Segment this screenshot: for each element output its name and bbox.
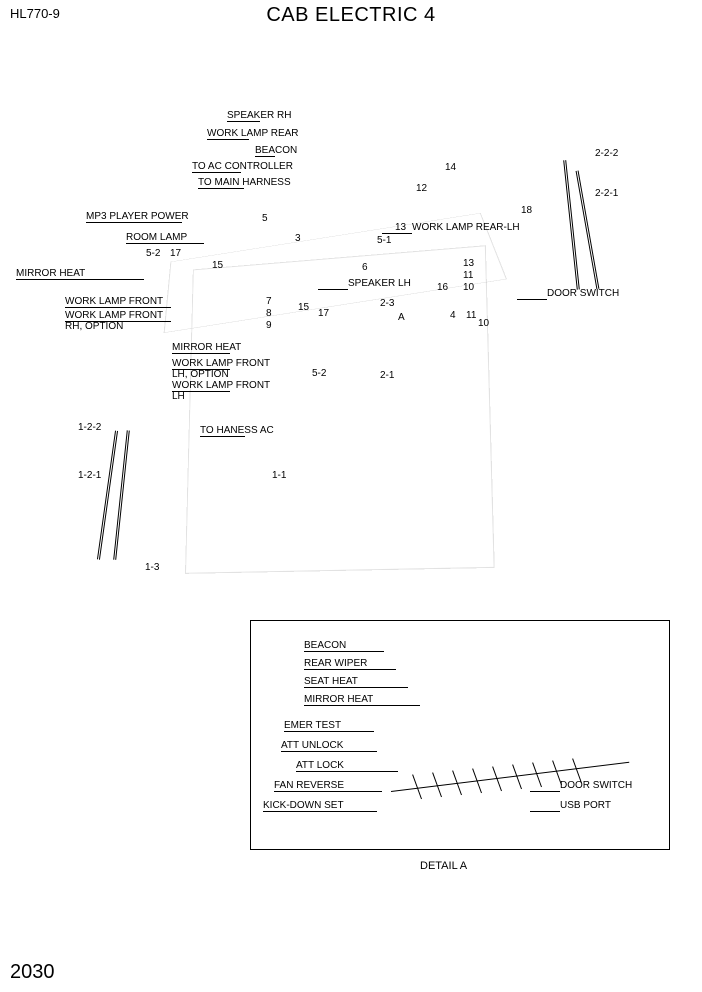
callout-number: 13 bbox=[395, 222, 406, 233]
main-label-right: WORK LAMP REAR-LH bbox=[412, 222, 520, 233]
leader-line bbox=[274, 791, 382, 792]
detail-a-box bbox=[250, 620, 670, 850]
leader-line bbox=[263, 811, 377, 812]
leader-line bbox=[172, 369, 230, 370]
callout-number: 3 bbox=[295, 233, 301, 244]
callout-number: 17 bbox=[170, 248, 181, 259]
detail-label-left: KICK-DOWN SET bbox=[263, 800, 344, 811]
leader-line bbox=[530, 811, 560, 812]
callout-number: 13 bbox=[463, 258, 474, 269]
leader-line bbox=[255, 156, 275, 157]
main-label-left: TO HANESS AC bbox=[200, 425, 274, 436]
callout-number: 11 bbox=[463, 270, 473, 281]
leader-line bbox=[86, 222, 182, 223]
detail-label-top: BEACON bbox=[304, 640, 346, 651]
main-label-left: TO AC CONTROLLER bbox=[192, 161, 293, 172]
callout-number: 15 bbox=[212, 260, 223, 271]
leader-line bbox=[198, 188, 244, 189]
detail-label-right: DOOR SWITCH bbox=[560, 780, 632, 791]
header-title: CAB ELECTRIC 4 bbox=[0, 4, 702, 27]
leader-line bbox=[227, 121, 260, 122]
detail-a-harness bbox=[391, 721, 631, 831]
callout-number: 17 bbox=[318, 308, 329, 319]
callout-number: 2-2-2 bbox=[595, 148, 618, 159]
callout-number: 9 bbox=[266, 320, 272, 331]
main-label-right: SPEAKER LH bbox=[348, 278, 411, 289]
leader-line bbox=[200, 436, 245, 437]
leader-line bbox=[304, 705, 420, 706]
detail-label-top: MIRROR HEAT bbox=[304, 694, 373, 705]
leader-line bbox=[65, 307, 171, 308]
main-label-left: TO MAIN HARNESS bbox=[198, 177, 291, 188]
detail-label-left: ATT UNLOCK bbox=[281, 740, 343, 751]
main-label-left: MP3 PLAYER POWER bbox=[86, 211, 189, 222]
callout-number: 2-3 bbox=[380, 298, 394, 309]
callout-number: 8 bbox=[266, 308, 272, 319]
callout-number: 16 bbox=[437, 282, 448, 293]
callout-number: 14 bbox=[445, 162, 456, 173]
callout-number: 11 bbox=[466, 310, 476, 321]
callout-number: 10 bbox=[463, 282, 474, 293]
callout-number: 12 bbox=[416, 183, 427, 194]
wiper-front bbox=[97, 431, 116, 560]
callout-number: 6 bbox=[362, 262, 368, 273]
leader-line bbox=[207, 139, 249, 140]
main-label-left: WORK LAMP FRONT bbox=[65, 296, 163, 307]
leader-line bbox=[382, 233, 412, 234]
detail-label-right: USB PORT bbox=[560, 800, 611, 811]
callout-number: 5 bbox=[262, 213, 268, 224]
main-label-left: BEACON bbox=[255, 145, 297, 156]
leader-line bbox=[530, 791, 560, 792]
main-label-left: MIRROR HEAT bbox=[172, 342, 241, 353]
detail-label-top: REAR WIPER bbox=[304, 658, 367, 669]
callout-number: A bbox=[398, 312, 405, 323]
callout-number: 15 bbox=[298, 302, 309, 313]
cab-body-outline bbox=[185, 245, 495, 574]
leader-line bbox=[65, 321, 171, 322]
callout-number: 10 bbox=[478, 318, 489, 329]
main-label-left: MIRROR HEAT bbox=[16, 268, 85, 279]
leader-line bbox=[192, 172, 241, 173]
leader-line bbox=[304, 669, 396, 670]
main-label-right: DOOR SWITCH bbox=[547, 288, 619, 299]
leader-line bbox=[126, 243, 204, 244]
leader-line bbox=[172, 353, 230, 354]
leader-line bbox=[304, 651, 384, 652]
callout-number: 5-1 bbox=[377, 235, 391, 246]
callout-number: 2-1 bbox=[380, 370, 394, 381]
callout-number: 1-2-1 bbox=[78, 470, 101, 481]
callout-number: 1-3 bbox=[145, 562, 159, 573]
callout-number: 18 bbox=[521, 205, 532, 216]
detail-label-left: FAN REVERSE bbox=[274, 780, 344, 791]
leader-line bbox=[281, 751, 377, 752]
callout-number: 2-2-1 bbox=[595, 188, 618, 199]
main-label-left: ROOM LAMP bbox=[126, 232, 187, 243]
leader-line bbox=[16, 279, 144, 280]
leader-line bbox=[296, 771, 398, 772]
main-diagram bbox=[0, 100, 702, 650]
leader-line bbox=[318, 289, 348, 290]
main-label-left: WORK LAMP REAR bbox=[207, 128, 299, 139]
leader-line bbox=[172, 391, 230, 392]
callout-number: 5-2 bbox=[146, 248, 160, 259]
leader-line bbox=[304, 687, 408, 688]
leader-line bbox=[284, 731, 374, 732]
detail-label-top: SEAT HEAT bbox=[304, 676, 358, 687]
detail-a-title: DETAIL A bbox=[420, 860, 467, 872]
harness-barb bbox=[532, 762, 542, 787]
leader-line bbox=[517, 299, 547, 300]
callout-number: 1-1 bbox=[272, 470, 286, 481]
page-number: 2030 bbox=[10, 961, 55, 984]
wiper-rear bbox=[563, 160, 578, 289]
main-label-left: SPEAKER RH bbox=[227, 110, 291, 121]
callout-number: 5-2 bbox=[312, 368, 326, 379]
callout-number: 4 bbox=[450, 310, 456, 321]
detail-label-left: ATT LOCK bbox=[296, 760, 344, 771]
callout-number: 1-2-2 bbox=[78, 422, 101, 433]
callout-number: 7 bbox=[266, 296, 272, 307]
detail-label-left: EMER TEST bbox=[284, 720, 341, 731]
